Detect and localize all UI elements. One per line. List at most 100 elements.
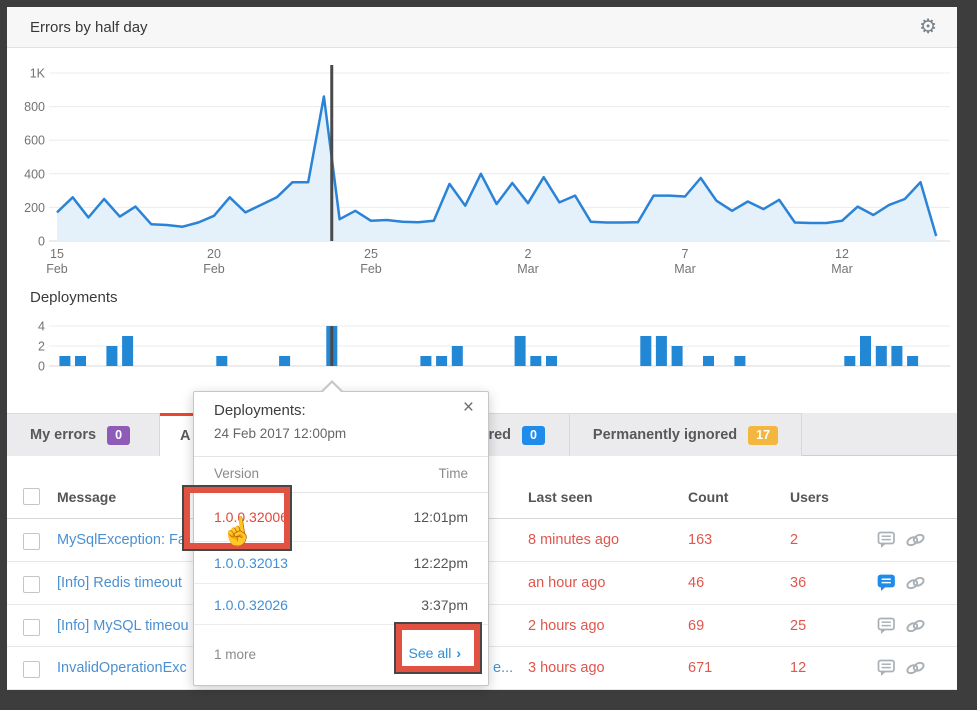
users-value: 36 xyxy=(790,575,807,591)
deployment-bar[interactable] xyxy=(671,346,683,366)
errors-series-line xyxy=(56,95,938,237)
svg-text:4: 4 xyxy=(38,320,45,334)
deployment-bar[interactable] xyxy=(59,356,71,366)
see-all-label: See all xyxy=(408,645,452,661)
popup-title: Deployments: xyxy=(214,402,306,419)
version-link[interactable]: 1.0.0.32013 xyxy=(214,555,288,571)
svg-text:Mar: Mar xyxy=(831,262,853,276)
deploy-time: 3:37pm xyxy=(421,597,468,613)
row-checkbox[interactable] xyxy=(23,533,40,550)
tab-permanently-ignored[interactable]: Permanently ignored 17 xyxy=(570,413,802,456)
last-seen-value: 2 hours ago xyxy=(528,618,605,634)
svg-text:200: 200 xyxy=(24,201,45,215)
link-icon[interactable] xyxy=(905,617,926,635)
svg-text:0: 0 xyxy=(38,235,45,249)
deployment-bar[interactable] xyxy=(860,336,871,366)
deployment-bar[interactable] xyxy=(844,356,856,366)
version-link[interactable]: 1.0.0.32026 xyxy=(214,597,288,613)
error-message-link[interactable]: InvalidOperationExc xyxy=(57,660,187,676)
error-row: InvalidOperationExc e... 3 hours ago 671 12 xyxy=(7,647,957,690)
link-icon[interactable] xyxy=(905,659,926,677)
version-link[interactable]: 1.0.0.32006 xyxy=(214,509,288,525)
error-message-link[interactable]: [Info] MySQL timeou xyxy=(57,618,189,634)
users-value: 12 xyxy=(790,660,807,676)
errors-series-area xyxy=(57,96,937,241)
svg-text:2: 2 xyxy=(525,247,532,261)
last-seen-value: an hour ago xyxy=(528,575,606,591)
last-seen-value: 3 hours ago xyxy=(528,660,605,676)
svg-text:0: 0 xyxy=(38,360,45,374)
error-message-link[interactable]: MySqlException: Fa xyxy=(57,532,186,548)
last-seen-value: 8 minutes ago xyxy=(528,532,620,548)
svg-text:2: 2 xyxy=(38,340,45,354)
tab-ignored-badge: 0 xyxy=(522,425,545,445)
deployment-bar[interactable] xyxy=(216,356,228,366)
row-checkbox[interactable] xyxy=(23,661,40,678)
column-header-count: Count xyxy=(688,489,729,505)
error-row: [Info] MySQL timeou 2 hours ago 69 25 xyxy=(7,605,957,647)
deployment-bar[interactable] xyxy=(640,336,652,366)
tab-my-errors[interactable]: My errors 0 xyxy=(7,413,160,456)
svg-text:Mar: Mar xyxy=(517,262,539,276)
widget-title: Errors by half day xyxy=(30,19,148,36)
row-actions xyxy=(877,531,926,549)
deployment-bar[interactable] xyxy=(122,336,134,366)
deployment-bar[interactable] xyxy=(514,336,526,366)
popup-divider xyxy=(194,492,488,493)
gear-icon[interactable]: ⚙ xyxy=(919,16,937,38)
count-value: 46 xyxy=(688,575,705,591)
comment-icon[interactable] xyxy=(877,659,896,677)
row-actions xyxy=(877,659,926,677)
error-message-tail: e... xyxy=(493,660,514,676)
deployment-bar[interactable] xyxy=(734,356,746,366)
tab-permanently-ignored-badge: 17 xyxy=(748,425,779,445)
column-header-message: Message xyxy=(57,489,117,505)
column-header-last-seen: Last seen xyxy=(528,489,593,505)
comment-icon[interactable] xyxy=(877,531,896,549)
tab-permanently-ignored-label: Permanently ignored xyxy=(592,427,738,443)
deployment-bar[interactable] xyxy=(420,356,432,366)
close-icon[interactable]: × xyxy=(462,397,474,418)
deployment-bar[interactable] xyxy=(546,356,557,366)
deployment-bar[interactable] xyxy=(907,356,919,366)
comment-icon[interactable] xyxy=(877,574,896,592)
select-all-checkbox[interactable] xyxy=(23,488,40,505)
row-checkbox[interactable] xyxy=(23,619,40,636)
svg-text:7: 7 xyxy=(682,247,689,261)
deployment-bar[interactable] xyxy=(436,356,448,366)
deployments-popup: Deployments: 24 Feb 2017 12:00pm × Versi… xyxy=(193,380,489,686)
popup-column-time: Time xyxy=(438,466,469,481)
deploy-time: 12:22pm xyxy=(413,555,468,571)
chevron-right-icon: › xyxy=(456,645,461,661)
column-header-users: Users xyxy=(790,489,829,505)
dep-chart-grid: 0 2 4 xyxy=(38,320,950,374)
svg-text:Feb: Feb xyxy=(360,262,382,276)
error-message-link[interactable]: [Info] Redis timeout xyxy=(57,575,182,591)
see-all-link[interactable]: See all › xyxy=(409,645,461,661)
deployment-bar[interactable] xyxy=(75,356,86,366)
deployment-version-row: 1.0.0.32013 12:22pm xyxy=(194,542,488,584)
deployment-bar[interactable] xyxy=(106,346,118,366)
row-checkbox[interactable] xyxy=(23,576,40,593)
deployment-bar[interactable] xyxy=(875,346,887,366)
deployment-bar[interactable] xyxy=(703,356,714,366)
deployments-chart-title: Deployments xyxy=(30,289,118,306)
users-value: 2 xyxy=(790,532,799,548)
annotation-box-version xyxy=(182,485,292,551)
count-value: 163 xyxy=(688,532,713,548)
link-icon[interactable] xyxy=(905,574,926,592)
deployment-bar[interactable] xyxy=(279,356,291,366)
deployment-bar[interactable] xyxy=(891,346,903,366)
popup-subtitle: 24 Feb 2017 12:00pm xyxy=(214,426,347,441)
errors-area-chart[interactable]: 02004006008001K15Feb20Feb25Feb2Mar7Mar12… xyxy=(7,51,957,286)
tab-my-errors-badge: 0 xyxy=(107,425,131,445)
link-icon[interactable] xyxy=(905,531,926,549)
svg-text:800: 800 xyxy=(24,100,45,114)
deployments-bar-chart[interactable]: 0 2 4 xyxy=(7,311,957,381)
deployment-bar[interactable] xyxy=(530,356,542,366)
users-value: 25 xyxy=(790,618,807,634)
deployment-bar[interactable] xyxy=(451,346,463,366)
deployment-bar[interactable] xyxy=(655,336,667,366)
deploy-time: 12:01pm xyxy=(413,509,468,525)
comment-icon[interactable] xyxy=(877,617,896,635)
